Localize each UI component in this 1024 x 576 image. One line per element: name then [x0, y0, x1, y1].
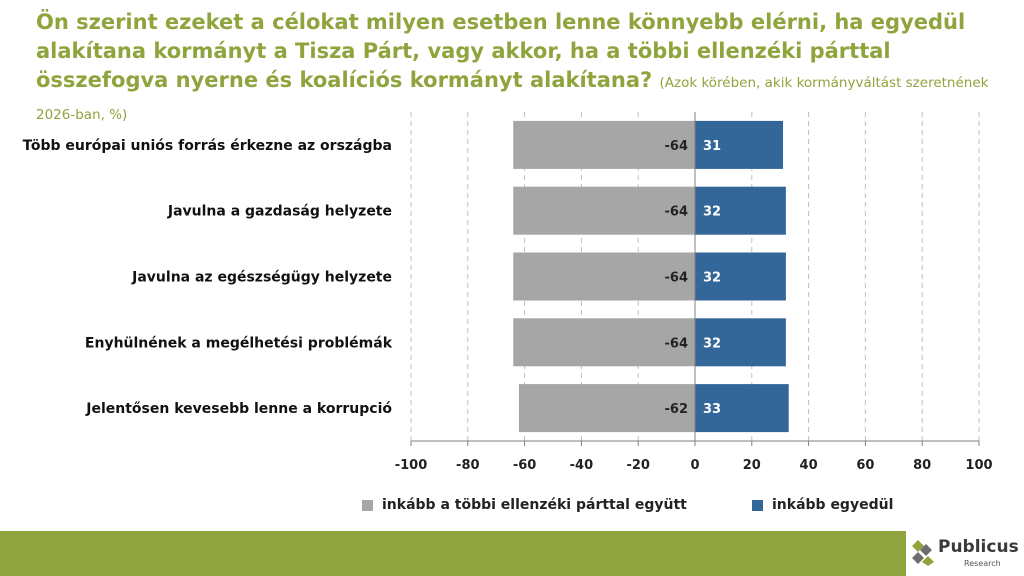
category-label: Több európai uniós forrás érkezne az ors…: [23, 138, 392, 154]
bar-together: [513, 318, 695, 367]
x-tick-label: -40: [570, 458, 594, 473]
data-label-together: -64: [665, 205, 689, 220]
x-tick-label: -60: [513, 458, 537, 473]
logo-name: Publicus: [938, 537, 1019, 557]
data-label-alone: 33: [703, 402, 721, 417]
chart-canvas: -100 -80 -60 -40 -20 0 20 40 60 80 100 Több európai…: [23, 112, 993, 473]
legend-swatch-alone: [752, 499, 763, 511]
legend-label-alone: inkább egyedül: [772, 497, 894, 513]
bar-together: [513, 120, 695, 169]
data-label-together: -64: [665, 336, 689, 351]
x-tick-label: -100: [395, 458, 428, 473]
data-label-alone: 32: [703, 271, 721, 286]
x-tick-label: 0: [690, 458, 699, 473]
bar-together: [518, 384, 695, 433]
x-tick-label: 20: [743, 458, 761, 473]
bar-together: [513, 186, 695, 235]
data-label-alone: 32: [703, 205, 721, 220]
legend-item-together: inkább a többi ellenzéki párttal együtt: [362, 497, 687, 513]
bar-alone: [695, 252, 786, 301]
bar-alone: [695, 318, 786, 367]
legend: inkább a többi ellenzéki párttal együtt …: [0, 497, 1024, 521]
chart-title: Ön szerint ezeket a célokat milyen esetb…: [36, 8, 1011, 130]
legend-swatch-together: [362, 499, 373, 511]
title-subtitle: (Azok körében, akik kormányváltást szere…: [36, 75, 989, 123]
publicus-logo: Publicus Research: [906, 531, 1024, 576]
bar-together: [513, 252, 695, 301]
footer-bar: [0, 531, 1024, 576]
legend-item-alone: inkább egyedül: [752, 497, 893, 513]
legend-label-together: inkább a többi ellenzéki párttal együtt: [382, 497, 687, 513]
data-label-alone: 31: [703, 139, 721, 154]
x-tick-label: 80: [913, 458, 931, 473]
data-label-together: -64: [665, 271, 689, 286]
title-main: Ön szerint ezeket a célokat milyen esetb…: [36, 10, 966, 92]
x-tick-label: 40: [800, 458, 818, 473]
category-label: Javulna a gazdaság helyzete: [167, 204, 392, 220]
category-label: Jelentősen kevesebb lenne a korrupció: [85, 401, 392, 417]
bar-alone: [695, 186, 786, 235]
data-label-together: -62: [665, 402, 689, 417]
bar-alone: [695, 384, 789, 433]
x-tick-label: -80: [456, 458, 480, 473]
x-tick-label: 60: [856, 458, 874, 473]
category-label: Javulna az egészségügy helyzete: [131, 270, 392, 286]
logo-mark-icon: [912, 540, 934, 566]
x-tick-label: -20: [626, 458, 650, 473]
data-label-alone: 32: [703, 336, 721, 351]
bar-alone: [695, 120, 784, 169]
x-tick-label: 100: [965, 458, 992, 473]
category-label: Enyhülnének a megélhetési problémák: [85, 335, 393, 351]
logo-sub: Research: [964, 559, 1001, 568]
data-label-together: -64: [665, 139, 689, 154]
